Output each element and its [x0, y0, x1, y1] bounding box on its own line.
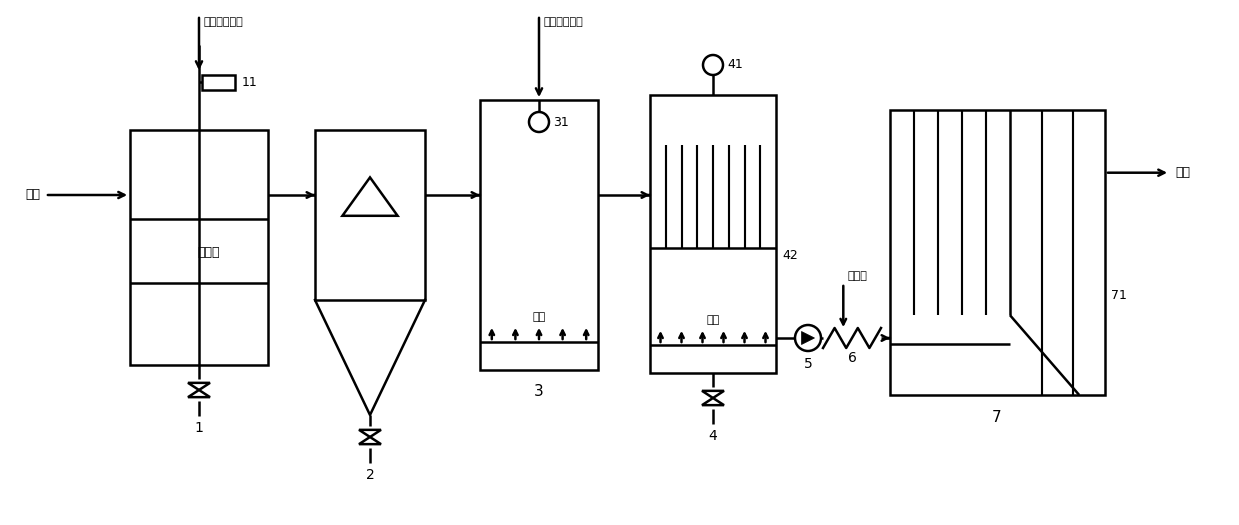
Text: 4: 4	[709, 429, 717, 443]
Text: 进水: 进水	[25, 188, 40, 202]
Circle shape	[703, 55, 724, 75]
Text: 曝气: 曝气	[706, 315, 720, 325]
Bar	[479, 100, 598, 370]
Polygon shape	[188, 390, 209, 397]
Circle shape	[795, 325, 821, 351]
Text: 71: 71	[1111, 289, 1127, 302]
Text: 3: 3	[534, 384, 544, 400]
Text: 排水: 排水	[1175, 166, 1189, 179]
Text: 31: 31	[553, 116, 569, 129]
Text: 41: 41	[727, 58, 742, 71]
Bar	[890, 110, 1105, 395]
Text: 42: 42	[782, 249, 798, 262]
Text: 石灿或石灿乳: 石灿或石灿乳	[203, 17, 243, 27]
Text: 6: 6	[847, 351, 856, 365]
Text: 11: 11	[242, 76, 258, 89]
Text: 氧化剂: 氧化剂	[847, 271, 867, 281]
Polygon shape	[342, 177, 398, 216]
Text: 曝气: 曝气	[533, 312, 545, 322]
Circle shape	[529, 112, 549, 132]
Bar	[650, 95, 776, 373]
Text: 7: 7	[992, 410, 1002, 425]
Polygon shape	[802, 331, 814, 344]
Bar	[315, 130, 425, 300]
Polygon shape	[703, 391, 724, 398]
Bar	[130, 130, 268, 365]
Text: 5: 5	[804, 357, 813, 371]
Bar	[202, 75, 235, 90]
Text: 碳酸和营养盐: 碳酸和营养盐	[543, 17, 582, 27]
Text: 搅拌桨: 搅拌桨	[198, 246, 221, 259]
Polygon shape	[703, 398, 724, 405]
Text: 1: 1	[195, 421, 203, 435]
Polygon shape	[359, 437, 382, 444]
Text: 2: 2	[366, 468, 374, 482]
Polygon shape	[188, 383, 209, 390]
Polygon shape	[359, 430, 382, 437]
